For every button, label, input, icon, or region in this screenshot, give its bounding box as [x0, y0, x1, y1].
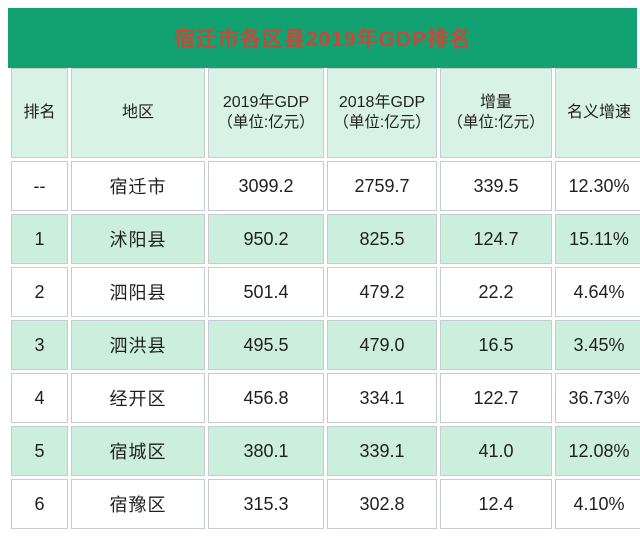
cell-gdp-2019: 3099.2	[208, 161, 324, 211]
cell-gdp-2019: 501.4	[208, 267, 324, 317]
cell-growth: 36.73%	[555, 373, 640, 423]
cell-growth: 12.08%	[555, 426, 640, 476]
cell-gdp-2018: 825.5	[327, 214, 437, 264]
cell-growth: 4.64%	[555, 267, 640, 317]
table-row-suqian-city: -- 宿迁市 3099.2 2759.7 339.5 12.30%	[11, 161, 640, 211]
col-header-growth: 名义增速	[555, 68, 640, 158]
table-row-siyang: 2 泗阳县 501.4 479.2 22.2 4.64%	[11, 267, 640, 317]
cell-rank: 4	[11, 373, 68, 423]
table-row-jingkaiqu: 4 经开区 456.8 334.1 122.7 36.73%	[11, 373, 640, 423]
cell-gdp-2019: 950.2	[208, 214, 324, 264]
col-header-increment: 增量 （单位:亿元）	[440, 68, 552, 158]
cell-region: 宿迁市	[71, 161, 205, 211]
cell-increment: 22.2	[440, 267, 552, 317]
page-title: 宿迁市各区县2019年GDP排名	[173, 28, 472, 51]
cell-gdp-2018: 339.1	[327, 426, 437, 476]
cell-gdp-2018: 479.0	[327, 320, 437, 370]
table-row-suyu: 6 宿豫区 315.3 302.8 12.4 4.10%	[11, 479, 640, 529]
cell-region: 宿城区	[71, 426, 205, 476]
cell-rank: 3	[11, 320, 68, 370]
col-header-label: 排名	[23, 104, 56, 122]
cell-rank: 1	[11, 214, 68, 264]
cell-gdp-2019: 315.3	[208, 479, 324, 529]
cell-increment: 124.7	[440, 214, 552, 264]
cell-rank: 2	[11, 267, 68, 317]
cell-region: 泗阳县	[71, 267, 205, 317]
col-header-gdp-2018: 2018年GDP （单位:亿元）	[327, 68, 437, 158]
cell-gdp-2018: 2759.7	[327, 161, 437, 211]
col-header-label: 2019年GDP	[222, 93, 310, 111]
gdp-ranking-table: 排名 地区 2019年GDP （单位:亿元） 2018年GDP （单位:亿元）	[8, 65, 640, 532]
cell-gdp-2018: 479.2	[327, 267, 437, 317]
col-header-label: 地区	[121, 104, 154, 122]
cell-increment: 122.7	[440, 373, 552, 423]
table-row-shuyang: 1 沭阳县 950.2 825.5 124.7 15.11%	[11, 214, 640, 264]
cell-region: 经开区	[71, 373, 205, 423]
cell-growth: 12.30%	[555, 161, 640, 211]
cell-region: 宿豫区	[71, 479, 205, 529]
cell-gdp-2018: 302.8	[327, 479, 437, 529]
cell-rank: 5	[11, 426, 68, 476]
title-bar: 宿迁市各区县2019年GDP排名	[8, 8, 637, 68]
cell-increment: 12.4	[440, 479, 552, 529]
cell-region: 泗洪县	[71, 320, 205, 370]
cell-growth: 4.10%	[555, 479, 640, 529]
col-header-unit: （单位:亿元）	[333, 114, 431, 132]
gdp-ranking-sheet: 宿迁市各区县2019年GDP排名 排名 地区	[8, 8, 640, 532]
col-header-label: 2018年GDP	[338, 93, 426, 111]
cell-gdp-2019: 380.1	[208, 426, 324, 476]
cell-increment: 16.5	[440, 320, 552, 370]
col-header-region: 地区	[71, 68, 205, 158]
cell-gdp-2019: 495.5	[208, 320, 324, 370]
cell-growth: 15.11%	[555, 214, 640, 264]
cell-increment: 41.0	[440, 426, 552, 476]
cell-growth: 3.45%	[555, 320, 640, 370]
cell-increment: 339.5	[440, 161, 552, 211]
table-row-sucheng: 5 宿城区 380.1 339.1 41.0 12.08%	[11, 426, 640, 476]
col-header-label: 增量	[479, 93, 512, 111]
cell-rank: --	[11, 161, 68, 211]
header-row: 排名 地区 2019年GDP （单位:亿元） 2018年GDP （单位:亿元）	[11, 68, 640, 158]
col-header-label: 名义增速	[566, 104, 631, 122]
cell-region: 沭阳县	[71, 214, 205, 264]
cell-gdp-2019: 456.8	[208, 373, 324, 423]
cell-gdp-2018: 334.1	[327, 373, 437, 423]
cell-rank: 6	[11, 479, 68, 529]
table-row-sihong: 3 泗洪县 495.5 479.0 16.5 3.45%	[11, 320, 640, 370]
col-header-rank: 排名	[11, 68, 68, 158]
col-header-unit: （单位:亿元）	[447, 114, 545, 132]
col-header-gdp-2019: 2019年GDP （单位:亿元）	[208, 68, 324, 158]
col-header-unit: （单位:亿元）	[217, 114, 315, 132]
